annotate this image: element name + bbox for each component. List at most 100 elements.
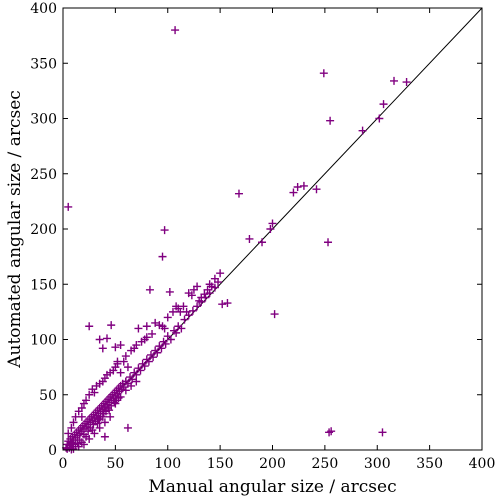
data-point <box>179 302 188 311</box>
data-point <box>64 429 73 438</box>
data-point <box>324 238 333 247</box>
x-tick-label: 150 <box>207 456 234 472</box>
data-point <box>140 362 149 371</box>
data-point <box>402 78 411 87</box>
data-point <box>390 76 399 85</box>
data-point <box>258 238 267 247</box>
data-point <box>203 285 212 294</box>
data-point <box>102 334 111 343</box>
data-point <box>245 234 254 243</box>
data-point <box>200 290 209 299</box>
data-point <box>68 438 77 447</box>
data-point <box>90 388 99 397</box>
x-tick-label: 200 <box>259 456 286 472</box>
data-point <box>95 415 104 424</box>
data-point <box>266 225 275 233</box>
data-point <box>77 412 86 421</box>
data-point <box>145 285 154 294</box>
data-point <box>326 116 335 125</box>
data-point <box>312 185 321 194</box>
data-point <box>182 307 191 316</box>
data-point <box>158 252 167 261</box>
data-point <box>132 377 141 386</box>
data-point <box>127 381 136 390</box>
data-point <box>142 333 151 342</box>
data-point <box>95 423 104 432</box>
y-axis-ticks: 0 50 100 150 200 250 300 350 400 <box>30 1 482 459</box>
y-axis-title: Automated angular size / arcsec <box>5 90 25 369</box>
data-point <box>358 126 367 135</box>
data-point <box>218 300 227 309</box>
data-point <box>193 282 202 291</box>
data-point <box>319 69 328 78</box>
y-tick-label: 100 <box>30 333 57 349</box>
data-point <box>121 352 130 361</box>
data-point <box>193 302 202 311</box>
x-tick-label: 100 <box>154 456 181 472</box>
data-point <box>157 344 166 353</box>
x-tick-label: 0 <box>59 456 68 472</box>
data-point <box>100 432 109 441</box>
data-point <box>77 404 86 413</box>
data-point <box>268 219 277 228</box>
data-point <box>166 335 175 344</box>
y-tick-label: 250 <box>30 167 57 183</box>
x-axis-title: Manual angular size / arcsec <box>148 477 396 497</box>
data-point <box>123 423 132 432</box>
data-point <box>299 181 308 190</box>
y-tick-label: 350 <box>30 56 57 72</box>
data-point <box>85 322 94 331</box>
data-point <box>98 344 107 353</box>
data-point <box>270 310 279 319</box>
data-point <box>136 366 145 375</box>
data-point <box>168 307 177 316</box>
y-tick-label: 300 <box>30 112 57 128</box>
data-point <box>149 353 158 362</box>
data-point <box>151 318 160 327</box>
x-tick-label: 300 <box>364 456 391 472</box>
y-tick-label: 50 <box>39 388 57 404</box>
data-point <box>144 357 153 366</box>
data-point <box>79 430 88 439</box>
data-point <box>289 188 298 197</box>
data-point <box>187 291 196 300</box>
data-point <box>378 428 387 437</box>
data-point <box>111 343 120 352</box>
data-point <box>85 390 94 399</box>
data-point <box>153 348 162 357</box>
data-point <box>216 269 225 278</box>
data-point <box>327 427 336 436</box>
data-point <box>121 386 130 395</box>
data-point <box>142 322 151 331</box>
data-point <box>171 26 180 35</box>
data-point <box>148 329 157 338</box>
data-point <box>379 100 388 109</box>
data-point <box>113 357 122 366</box>
x-tick-label: 250 <box>312 456 339 472</box>
x-tick-label: 350 <box>416 456 443 472</box>
data-point <box>123 363 132 372</box>
data-point <box>106 412 115 421</box>
data-point <box>161 339 170 348</box>
data-point <box>207 282 216 291</box>
y-tick-label: 200 <box>30 222 57 238</box>
data-point <box>64 202 73 211</box>
data-point <box>160 324 169 333</box>
data-point <box>325 428 334 437</box>
y-tick-label: 400 <box>30 1 57 17</box>
data-point <box>165 287 174 296</box>
data-point <box>293 183 302 192</box>
data-point <box>134 324 143 333</box>
data-point <box>163 313 172 322</box>
data-point <box>100 418 109 427</box>
data-point <box>116 341 125 350</box>
data-point <box>172 328 181 337</box>
data-point <box>375 114 384 123</box>
data-point <box>116 368 125 377</box>
data-point <box>67 423 76 432</box>
data-point <box>128 375 137 384</box>
data-point <box>75 436 84 445</box>
data-point <box>180 315 189 324</box>
data-point <box>107 321 116 330</box>
